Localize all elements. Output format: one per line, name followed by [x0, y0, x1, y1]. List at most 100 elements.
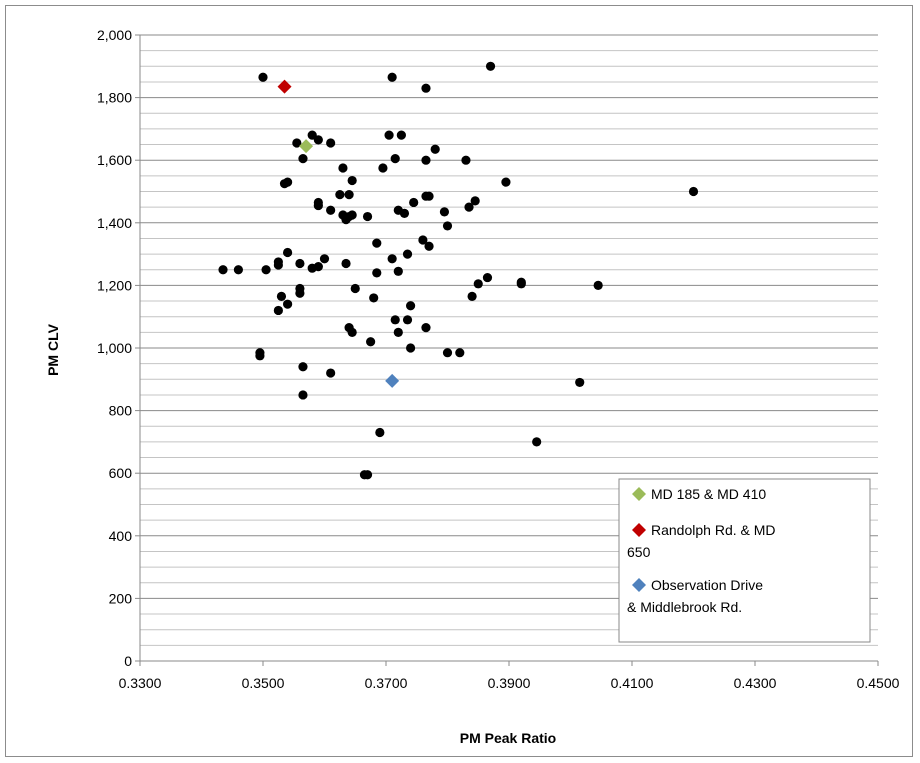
data-point [298, 154, 308, 164]
x-tick-label: 0.3300 [119, 675, 162, 691]
data-point [402, 249, 413, 259]
data-point [372, 268, 382, 278]
y-tick-label: 1,400 [97, 215, 132, 231]
legend-box [618, 478, 871, 643]
legend-marker [632, 523, 646, 537]
legend-marker [632, 578, 646, 592]
data-point [455, 348, 465, 358]
data-point [424, 191, 434, 201]
data-point [378, 163, 388, 173]
x-tick-label: 0.4100 [611, 675, 654, 691]
data-point [409, 197, 419, 208]
gridlines [140, 34, 878, 662]
data-point [341, 258, 351, 269]
data-point [313, 262, 323, 272]
data-point [283, 247, 293, 258]
data-point [387, 72, 397, 82]
data-point [421, 323, 431, 333]
data-point [688, 186, 699, 197]
data-point [390, 154, 400, 164]
scatter-chart: 0.3300 0.3500 0.3700 0.3900 0.4100 0.4300 0.45… [45, 27, 900, 746]
y-tick-label: 200 [109, 590, 133, 606]
data-point [319, 254, 330, 264]
x-tick-label: 0.4300 [734, 675, 777, 691]
highlight-point-1 [299, 139, 314, 154]
data-point [424, 241, 434, 251]
x-tick-label: 0.3700 [365, 675, 408, 691]
data-point [298, 390, 308, 400]
data-point [350, 283, 360, 294]
data-point [430, 144, 440, 154]
data-point [501, 177, 511, 187]
x-tick-label: 0.3900 [488, 675, 531, 691]
data-point [258, 72, 268, 82]
highlight-point-2 [277, 79, 292, 94]
y-tick-labels: 0 200 400 600 800 1,000 1,200 1,400 1,600 1,800 2,… [97, 27, 132, 669]
data-point [295, 258, 305, 269]
data-point [366, 337, 376, 347]
data-point [393, 327, 403, 337]
data-point [461, 155, 471, 165]
data-point [402, 315, 413, 325]
data-point [233, 265, 243, 275]
data-point [442, 221, 453, 231]
data-point [273, 260, 283, 270]
data-point [406, 343, 416, 353]
data-point [347, 327, 357, 337]
data-point [298, 362, 308, 372]
y-tick-label: 1,200 [97, 277, 132, 293]
data-point [467, 291, 477, 301]
data-point [393, 266, 403, 276]
data-point [470, 196, 480, 206]
data-point [387, 254, 397, 264]
axes [135, 34, 879, 666]
data-point [261, 265, 271, 275]
y-axis-title: PM CLV [45, 323, 61, 376]
y-tick-label: 2,000 [97, 27, 132, 43]
data-points [218, 61, 699, 480]
data-point [255, 351, 265, 361]
y-tick-label: 1,800 [97, 90, 132, 106]
data-point [362, 470, 373, 480]
data-point [347, 210, 357, 220]
data-point [347, 175, 357, 186]
data-point [396, 130, 406, 140]
y-tick-label: 1,600 [97, 152, 132, 168]
y-tick-label: 800 [109, 403, 133, 419]
x-tick-labels: 0.3300 0.3500 0.3700 0.3900 0.4100 0.4300 0.45… [119, 675, 900, 691]
data-point [295, 288, 305, 298]
data-point [283, 299, 293, 309]
legend-label: Observation Drive [651, 577, 763, 593]
data-point [390, 315, 400, 325]
data-point [362, 211, 373, 222]
data-point [485, 61, 496, 71]
data-point [473, 279, 483, 289]
data-point [375, 427, 385, 438]
data-point [276, 291, 287, 301]
x-tick-label: 0.4500 [857, 675, 900, 691]
data-point [326, 368, 336, 378]
data-point [338, 163, 348, 173]
legend-marker [632, 487, 646, 501]
data-point [218, 265, 228, 275]
data-point [516, 279, 526, 289]
data-point [313, 135, 323, 145]
data-point [418, 235, 428, 245]
data-point [326, 138, 336, 148]
data-point [399, 208, 410, 219]
highlight-point-3 [385, 373, 400, 388]
data-point [369, 293, 379, 303]
data-point [344, 190, 354, 200]
data-point [384, 130, 394, 140]
data-point [335, 190, 345, 200]
legend-label: MD 185 & MD 410 [651, 486, 766, 502]
legend-label: & Middlebrook Rd. [627, 599, 742, 615]
legend-label: 650 [627, 544, 651, 560]
data-point [464, 202, 474, 212]
data-point [326, 205, 336, 215]
data-point [421, 155, 431, 165]
y-tick-label: 0 [124, 653, 132, 669]
data-point [482, 272, 493, 283]
y-tick-label: 400 [109, 528, 133, 544]
